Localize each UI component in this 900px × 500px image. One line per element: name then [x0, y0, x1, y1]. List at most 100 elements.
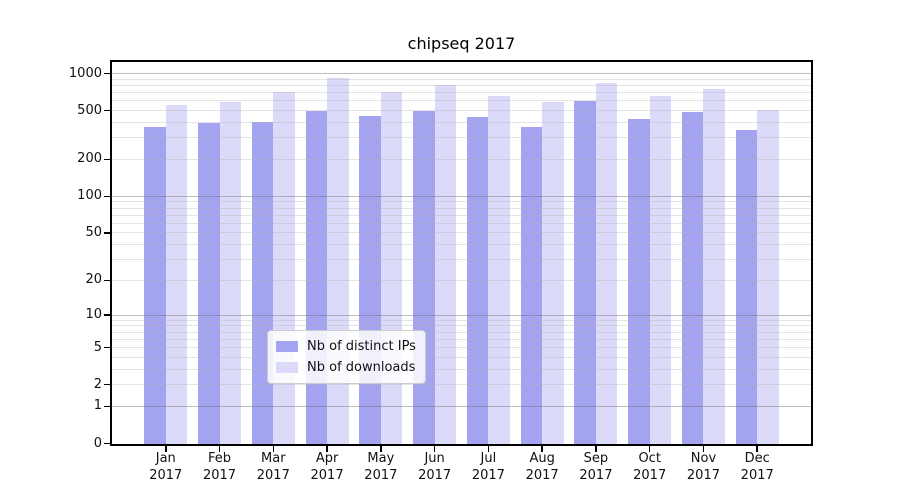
y-tick-mark-50	[104, 232, 110, 234]
x-tick-mark-oct	[648, 445, 651, 452]
y-tick-label-0: 0	[93, 435, 102, 451]
gridline-minor-200	[112, 158, 811, 160]
bar-aug-distinct-ips	[520, 127, 543, 444]
x-tick-mark-may	[380, 445, 382, 452]
gridline-minor-9	[112, 319, 811, 321]
gridline-minor-20	[112, 279, 811, 281]
gridline-minor-7	[112, 331, 811, 333]
y-tick-label-100: 100	[77, 188, 102, 204]
gridline-major-1	[112, 405, 811, 407]
x-tick-label-may: May 2017	[364, 451, 398, 483]
bar-sep-distinct-ips	[574, 101, 596, 444]
bar-jun-downloads	[434, 85, 457, 444]
bar-feb-distinct-ips	[198, 122, 220, 444]
bar-apr-downloads	[327, 77, 349, 444]
y-tick-mark-1	[104, 405, 110, 408]
x-tick-label-jul: Jul 2017	[471, 451, 505, 483]
bar-feb-downloads	[219, 101, 242, 444]
bar-aug-downloads	[542, 101, 564, 444]
legend-swatch-distinct-ips	[276, 341, 298, 352]
y-tick-mark-100	[104, 195, 110, 198]
y-tick-mark-1000	[104, 72, 110, 75]
x-tick-label-nov: Nov 2017	[686, 451, 720, 483]
legend-entry-distinct-ips: Nb of distinct IPs	[276, 336, 416, 357]
gridline-minor-900	[112, 78, 811, 80]
legend-label-downloads: Nb of downloads	[307, 360, 416, 375]
bar-apr-distinct-ips	[305, 110, 328, 444]
bar-may-downloads	[380, 91, 403, 444]
gridline-minor-400	[112, 122, 811, 123]
gridline-minor-6	[112, 338, 811, 340]
gridline-major-1000	[112, 73, 811, 74]
x-tick-label-mar: Mar 2017	[256, 451, 290, 483]
y-tick-mark-5	[104, 346, 110, 349]
bar-jan-downloads	[165, 105, 188, 444]
gridline-major-100	[112, 195, 811, 197]
x-tick-label-feb: Feb 2017	[202, 451, 237, 483]
bar-mar-distinct-ips	[251, 121, 274, 444]
chart-title: chipseq 2017	[407, 34, 516, 53]
gridline-minor-700	[112, 92, 811, 94]
gridline-minor-60	[112, 222, 811, 224]
gridline-minor-800	[112, 84, 811, 86]
bar-jun-distinct-ips	[413, 110, 435, 444]
x-tick-label-sep: Sep 2017	[579, 451, 613, 483]
bar-jan-distinct-ips	[144, 127, 166, 444]
gridline-major-10	[112, 314, 811, 316]
gridline-minor-4	[112, 356, 811, 358]
x-tick-mark-feb	[218, 445, 221, 452]
bar-sep-downloads	[595, 83, 618, 444]
y-tick-mark-10	[104, 314, 110, 316]
y-tick-mark-500	[104, 109, 110, 112]
x-tick-label-oct: Oct 2017	[633, 451, 667, 483]
x-tick-label-apr: Apr 2017	[310, 451, 344, 483]
gridline-minor-8	[112, 325, 811, 327]
bar-oct-downloads	[649, 95, 672, 444]
gridline-minor-50	[112, 232, 811, 234]
gridline-minor-30	[112, 259, 811, 261]
y-tick-label-200: 200	[77, 151, 102, 167]
x-tick-mark-jan	[165, 445, 167, 452]
legend-swatch-downloads	[276, 362, 298, 373]
y-tick-label-20: 20	[85, 272, 102, 288]
gridline-minor-40	[112, 244, 811, 246]
gridline-minor-90	[112, 201, 811, 203]
y-tick-mark-2	[104, 383, 110, 386]
legend-label-distinct-ips: Nb of distinct IPs	[307, 339, 416, 354]
x-tick-mark-jun	[433, 445, 436, 452]
y-tick-mark-200	[104, 158, 110, 161]
gridline-minor-300	[112, 137, 811, 139]
x-tick-mark-dec	[756, 445, 758, 452]
x-tick-label-aug: Aug 2017	[525, 451, 559, 483]
x-tick-label-jun: Jun 2017	[418, 451, 452, 483]
legend: Nb of distinct IPs Nb of downloads	[267, 330, 426, 384]
plot-area	[110, 60, 813, 446]
bar-nov-downloads	[703, 88, 725, 444]
y-tick-label-500: 500	[77, 102, 102, 118]
x-tick-mark-nov	[702, 445, 705, 452]
bar-dec-downloads	[757, 110, 779, 444]
gridline-minor-600	[112, 100, 811, 102]
gridline-minor-3	[112, 368, 811, 370]
bar-jul-distinct-ips	[466, 117, 489, 444]
bar-nov-distinct-ips	[681, 112, 704, 444]
y-tick-mark-0	[104, 442, 110, 445]
gridline-minor-5	[112, 347, 811, 349]
gridline-minor-80	[112, 207, 811, 209]
legend-entry-downloads: Nb of downloads	[276, 357, 416, 378]
y-tick-label-10: 10	[85, 307, 102, 323]
bar-jul-downloads	[488, 96, 510, 444]
y-tick-label-2: 2	[93, 376, 102, 392]
y-tick-label-1000: 1000	[68, 65, 102, 81]
x-tick-label-dec: Dec 2017	[740, 451, 774, 483]
x-tick-label-jan: Jan 2017	[149, 451, 183, 483]
y-tick-label-5: 5	[93, 339, 102, 355]
y-tick-mark-20	[104, 279, 110, 282]
bar-dec-distinct-ips	[735, 130, 758, 444]
gridline-minor-500	[112, 110, 811, 112]
x-tick-mark-apr	[326, 445, 328, 452]
x-tick-mark-jul	[487, 445, 490, 452]
bar-mar-downloads	[273, 91, 295, 444]
gridline-minor-2	[112, 384, 811, 386]
